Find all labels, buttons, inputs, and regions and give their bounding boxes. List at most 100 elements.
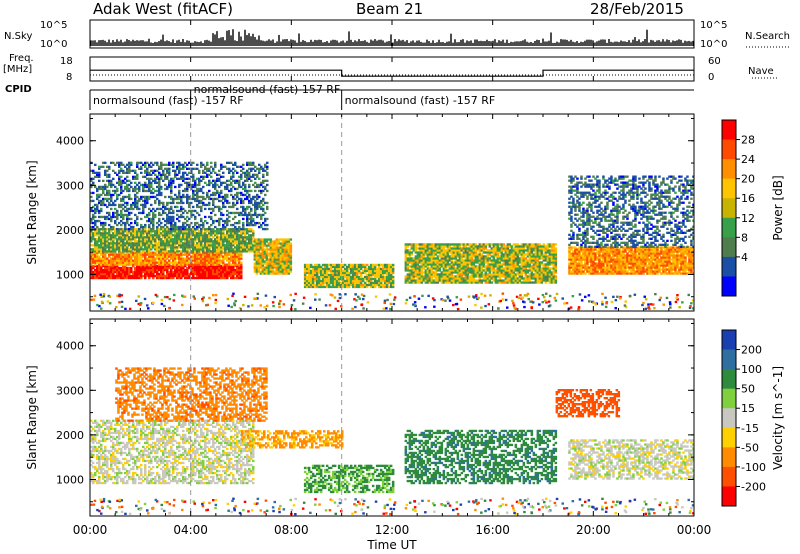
power-cell — [194, 167, 197, 171]
power-cell — [224, 165, 227, 169]
power-cell — [353, 285, 357, 289]
power-cell — [206, 167, 209, 171]
power-cell — [108, 203, 111, 207]
power-cell — [128, 232, 131, 235]
power-cell — [269, 246, 273, 249]
power-cell — [285, 248, 289, 251]
power-cell — [244, 230, 247, 233]
power-cell — [200, 219, 203, 223]
power-cell — [462, 247, 466, 250]
power-cell — [164, 251, 167, 254]
power-cell — [180, 228, 183, 231]
power-cell — [335, 263, 339, 267]
power-cell — [202, 272, 205, 276]
power-cell — [160, 225, 163, 229]
power-cell — [204, 266, 207, 270]
power-cell — [172, 244, 175, 247]
power-cell — [186, 266, 189, 270]
power-cell — [351, 263, 355, 267]
power-cell — [182, 259, 185, 262]
power-cell — [150, 259, 153, 262]
power-cell — [379, 269, 383, 273]
power-cell — [436, 279, 440, 282]
power-cell — [116, 213, 119, 217]
power-cell — [432, 243, 436, 246]
power-cell — [170, 261, 173, 264]
power-cell — [250, 240, 253, 243]
power-cell — [450, 271, 454, 274]
power-cell — [389, 269, 393, 273]
power-cell — [369, 267, 373, 271]
power-cell — [168, 276, 171, 280]
power-cell — [174, 263, 177, 266]
power-cell — [228, 242, 231, 245]
power-cell — [94, 240, 97, 243]
power-cell — [120, 272, 123, 276]
power-cell — [176, 257, 179, 260]
power-cell — [242, 227, 245, 231]
power-cell — [428, 251, 432, 254]
power-cell — [228, 232, 231, 235]
power-cell — [200, 179, 203, 183]
power-cell — [166, 242, 169, 245]
power-cell — [244, 173, 247, 177]
power-cell — [208, 261, 211, 264]
power-cell — [158, 276, 161, 280]
power-cell — [349, 269, 353, 273]
power-cell — [134, 234, 137, 237]
power-cell — [200, 207, 203, 211]
power-cell — [369, 271, 373, 275]
power-cell — [361, 283, 365, 287]
power-cell — [154, 173, 157, 177]
power-cell — [182, 234, 185, 237]
power-cell — [186, 244, 189, 247]
power-cell — [186, 251, 189, 254]
power-cell — [454, 245, 458, 248]
power-cell — [464, 253, 468, 256]
power-cell — [254, 211, 257, 215]
power-cell — [232, 248, 235, 251]
power-cell — [404, 253, 408, 256]
power-cell — [100, 203, 103, 207]
power-cell — [154, 230, 157, 233]
power-cell — [128, 195, 131, 199]
power-cell — [148, 213, 151, 217]
power-cell — [160, 207, 163, 211]
power-cell — [146, 236, 149, 239]
power-cell — [375, 283, 379, 287]
power-cell — [236, 266, 239, 270]
power-cell — [104, 240, 107, 243]
power-cell — [98, 257, 101, 260]
power-cell — [458, 263, 462, 266]
power-cell — [94, 264, 97, 268]
power-cell — [436, 255, 440, 258]
power-cell — [134, 276, 137, 280]
power-cell — [100, 209, 103, 213]
power-cell — [353, 279, 357, 283]
power-cell — [120, 268, 123, 272]
power-cell — [420, 263, 424, 266]
power-cell — [265, 272, 269, 275]
power-cell — [102, 191, 105, 195]
power-cell — [148, 268, 151, 272]
power-cell — [150, 240, 153, 243]
power-cell — [178, 238, 181, 241]
power-cell — [120, 238, 123, 241]
power-cell — [152, 163, 155, 167]
power-cell — [152, 244, 155, 247]
power-cell — [98, 255, 101, 258]
power-cell — [174, 242, 177, 245]
power-cell — [168, 179, 171, 183]
power-cell — [438, 263, 442, 266]
power-cell — [196, 193, 199, 197]
power-cell — [377, 285, 381, 289]
power-cell — [258, 205, 261, 209]
power-cell — [438, 269, 442, 272]
power-cell — [204, 255, 207, 258]
power-cell — [420, 247, 424, 250]
power-cell — [200, 236, 203, 239]
power-cell — [166, 264, 169, 268]
power-cell — [222, 270, 225, 274]
power-cell — [410, 279, 414, 282]
power-cell — [114, 266, 117, 270]
